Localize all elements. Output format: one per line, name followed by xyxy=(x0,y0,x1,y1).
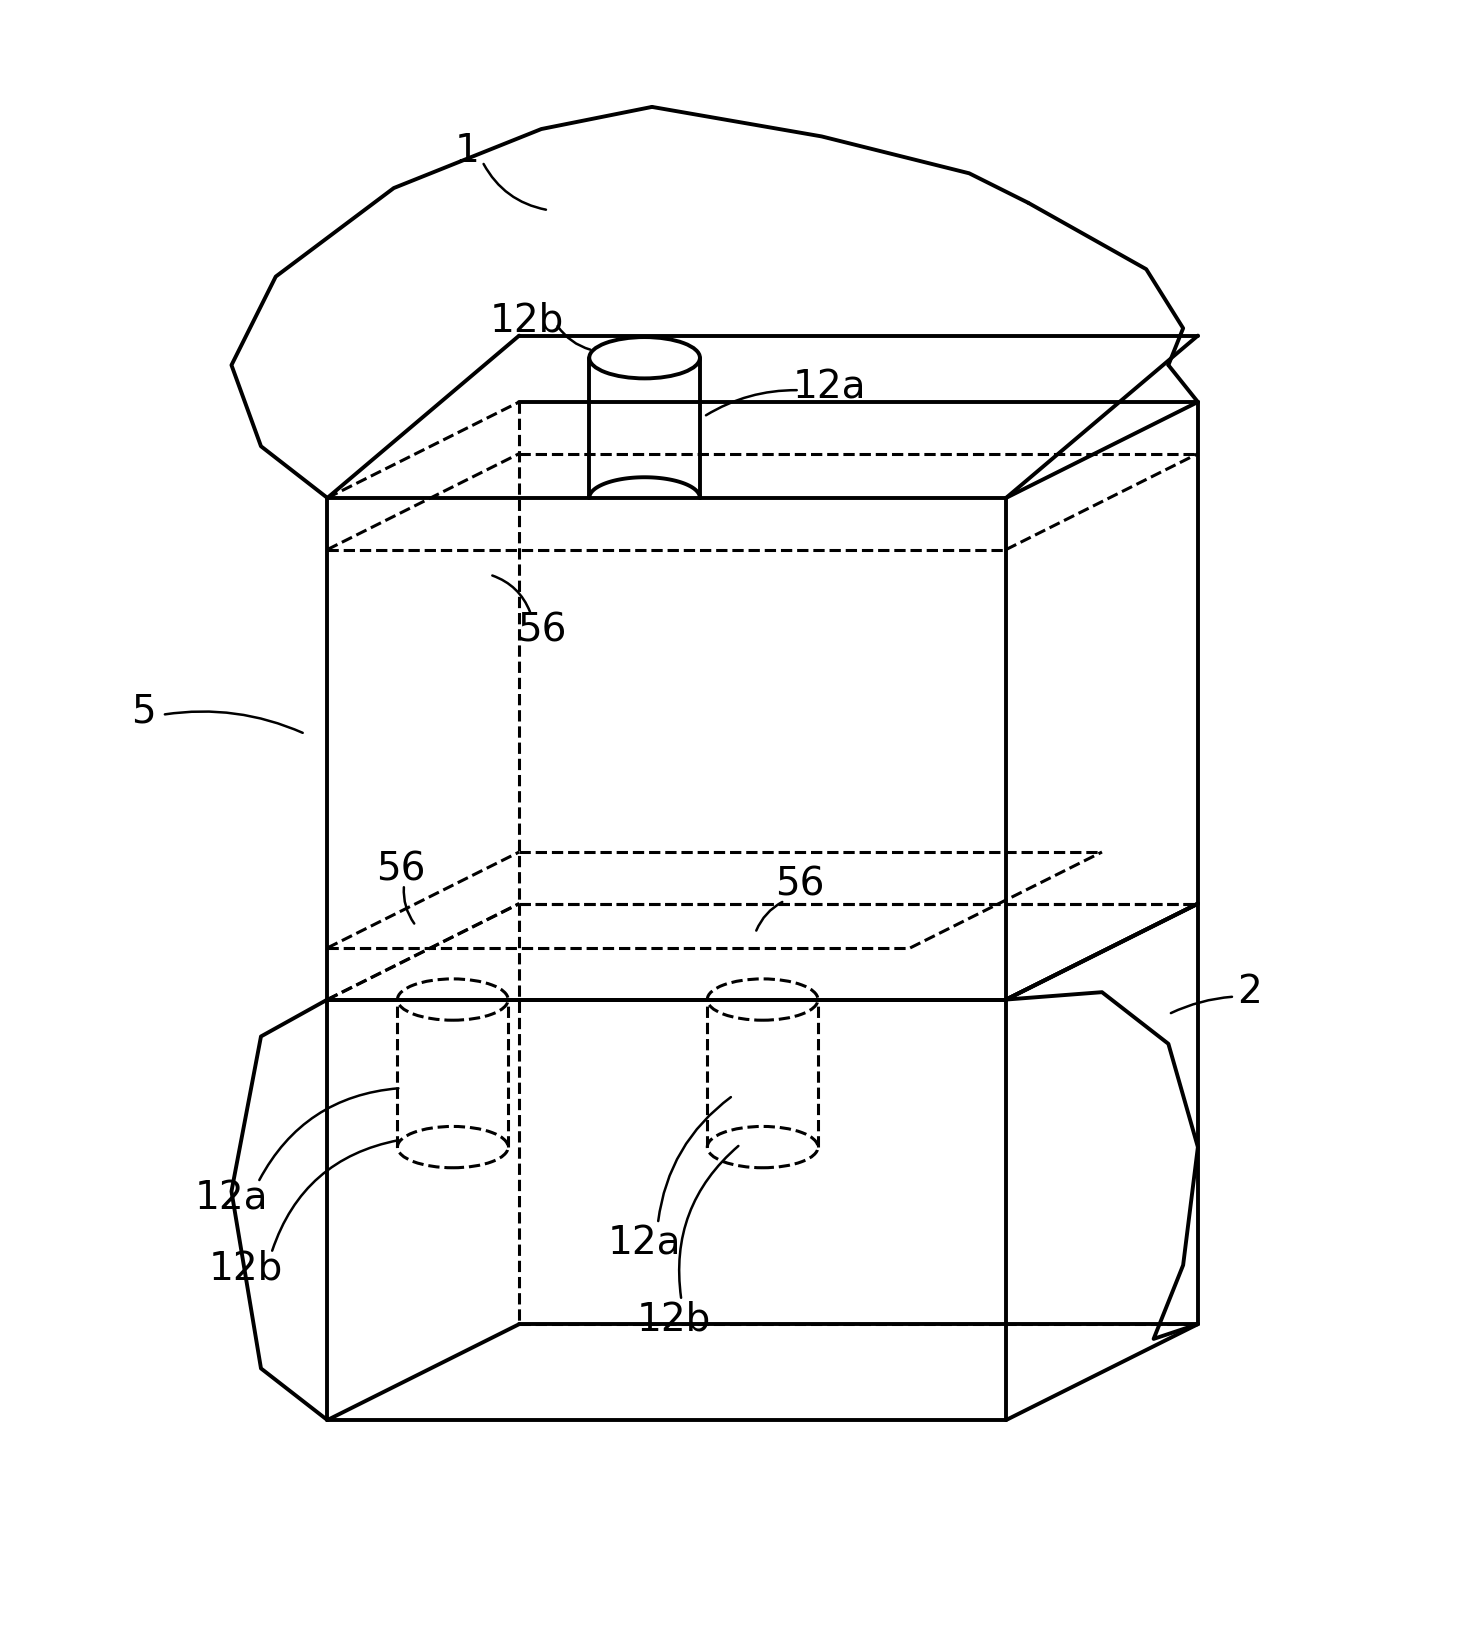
Text: 5: 5 xyxy=(130,693,156,730)
Text: 1: 1 xyxy=(455,132,480,169)
Text: 56: 56 xyxy=(775,865,825,903)
Text: 2: 2 xyxy=(1237,974,1262,1012)
Text: 12a: 12a xyxy=(792,368,866,406)
Text: 12b: 12b xyxy=(489,301,564,341)
Text: 56: 56 xyxy=(376,850,427,888)
Text: 12a: 12a xyxy=(194,1179,268,1217)
Text: 12b: 12b xyxy=(209,1249,283,1286)
Text: 12a: 12a xyxy=(607,1224,681,1262)
Text: 12b: 12b xyxy=(637,1301,711,1339)
Text: 56: 56 xyxy=(517,612,566,650)
